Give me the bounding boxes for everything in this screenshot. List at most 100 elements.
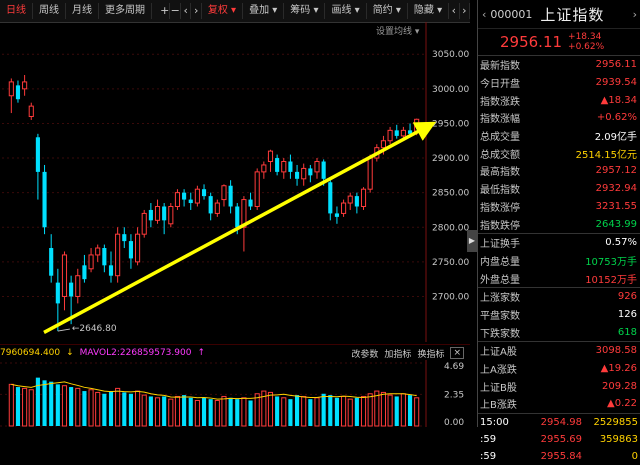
candle-body	[414, 118, 420, 132]
mavol-readout: MAVOL2:226859573.900	[79, 348, 192, 358]
arrow-right-icon[interactable]: ›	[191, 3, 202, 19]
stat-row: 平盘家数 126	[478, 306, 640, 324]
more-left-icon[interactable]: ‹	[449, 3, 460, 19]
y-tick-label: 2850.00	[432, 189, 469, 199]
volume-bar	[28, 389, 34, 427]
candle-body	[228, 185, 233, 207]
ma-settings-button[interactable]: 设置均线 ▾	[376, 27, 420, 37]
volume-bar	[328, 395, 333, 426]
volume-bar	[108, 391, 114, 426]
candle-body	[301, 167, 307, 180]
y-tick-label: 2750.00	[432, 258, 469, 268]
stat-value: 2514.15亿元	[575, 149, 637, 161]
stat-value: 126	[617, 308, 637, 320]
volume-chart[interactable]: 4.69 2.35 0.00	[0, 360, 470, 427]
volume-bar	[275, 396, 280, 426]
volume-bar	[128, 393, 133, 426]
candle-body	[380, 140, 387, 149]
volume-bar	[148, 396, 153, 426]
trade-price: 2954.98	[540, 416, 582, 428]
tick-trades: 15:00 2954.98 2529855:59 2955.69 359863:59 29…	[478, 412, 640, 465]
candle-body	[261, 164, 267, 173]
stat-label: 今日开盘	[480, 79, 520, 91]
candle-body	[347, 195, 353, 204]
arrow-left-icon[interactable]: ‹	[181, 3, 192, 19]
volume-bar	[174, 395, 181, 427]
stat-label: 最低指数	[480, 185, 520, 197]
indicator-bar: 7960694.400 ↓ MAVOL2:226859573.900 ↑ 改参数…	[0, 344, 470, 361]
stat-label: 上证A股	[480, 347, 517, 359]
trade-volume: 0	[631, 450, 638, 462]
stat-label: 指数跌停	[480, 220, 520, 232]
close-icon[interactable]: ×	[450, 347, 464, 359]
volume-bar	[35, 377, 40, 426]
candle-body	[135, 233, 141, 263]
change-value: +18.34	[568, 32, 602, 42]
candle-body	[208, 196, 213, 214]
volume-bar	[188, 397, 193, 426]
period-tab-3[interactable]: 更多周期	[99, 3, 152, 19]
plus-icon[interactable]: +	[160, 3, 171, 19]
candle-body	[162, 206, 167, 221]
candle-body	[35, 137, 40, 172]
quote-panel: ‹ 000001 上证指数 › 2956.11 +18.34 +0.62% 最新…	[477, 0, 640, 462]
trade-time: :59	[480, 450, 497, 462]
tool-button-5[interactable]: 隐藏 ▾	[408, 3, 450, 19]
candle-body	[115, 233, 121, 277]
stat-label: 内盘总量	[480, 256, 520, 268]
volume-bar	[241, 397, 247, 427]
chevron-right-icon[interactable]: ›	[632, 7, 637, 21]
trade-time: 15:00	[480, 416, 509, 428]
volume-bar	[154, 397, 161, 427]
volume-bar	[208, 399, 213, 426]
volume-bar	[69, 387, 74, 426]
period-tab-2[interactable]: 月线	[66, 3, 99, 19]
share-class-stats: 上证A股 3098.58 上A涨跌 ▲19.26 上证B股 209.28 上B涨跌 ▲0.22	[478, 341, 640, 413]
chevron-left-icon[interactable]: ‹	[482, 7, 487, 21]
period-tab-1[interactable]: 周线	[33, 3, 66, 19]
add-indicator-button[interactable]: 加指标	[384, 349, 412, 360]
stat-label: 上A涨跌	[480, 365, 517, 377]
candle-body	[214, 202, 220, 214]
stat-value: 2643.99	[595, 218, 637, 230]
switch-indicator-button[interactable]: 换指标	[417, 349, 445, 360]
change-pct: +0.62%	[568, 42, 605, 52]
candle-body	[235, 206, 240, 228]
period-tab-0[interactable]: 日线	[0, 3, 33, 19]
stat-label: 下跌家数	[480, 328, 520, 340]
stat-row: 指数涨停 3231.55	[478, 198, 640, 216]
volume-bar	[341, 395, 347, 427]
volume-bar	[141, 394, 147, 427]
change-params-button[interactable]: 改参数	[351, 349, 379, 360]
turnover-stats: 上证换手 0.57% 内盘总量 10753万手 外盘总量 10152万手	[478, 232, 640, 287]
stat-label: 上B涨跌	[480, 400, 517, 412]
volume-bar	[235, 399, 240, 426]
more-right-icon[interactable]: ›	[460, 3, 471, 19]
volume-bar	[55, 384, 60, 426]
candle-body	[168, 205, 174, 225]
candle-body	[49, 248, 54, 276]
volume-bar	[308, 399, 313, 426]
stat-row: 上涨家数 926	[478, 288, 640, 306]
stat-row: 最新指数 2956.11	[478, 56, 640, 74]
tool-button-4[interactable]: 简约 ▾	[367, 3, 408, 19]
tool-button-1[interactable]: 叠加 ▾	[243, 3, 285, 19]
stat-row: 指数跌停 2643.99	[478, 215, 640, 233]
tool-button-2[interactable]: 筹码 ▾	[284, 3, 326, 19]
volume-bar	[261, 390, 267, 427]
volume-bar	[367, 393, 373, 427]
candle-body	[95, 247, 101, 256]
candlestick-chart[interactable]: 3050.00 3000.00 2950.00 2900.00 2850.00 2800.…	[0, 22, 470, 342]
y-tick-label: 2800.00	[432, 223, 469, 233]
tool-button-3[interactable]: 画线 ▾	[325, 3, 367, 19]
candle-body	[360, 188, 367, 207]
stat-row: 上B涨跌 ▲0.22	[478, 395, 640, 413]
candle-body	[328, 182, 333, 214]
candle-body	[407, 130, 413, 134]
stat-value: 2956.11	[595, 59, 637, 71]
minus-icon[interactable]: −	[170, 3, 181, 19]
volume-bar	[182, 395, 187, 426]
stat-row: 指数涨跌 ▲18.34	[478, 91, 640, 109]
panel-collapse-handle[interactable]: ▶	[467, 230, 477, 252]
tool-button-0[interactable]: 复权 ▾	[202, 3, 244, 19]
